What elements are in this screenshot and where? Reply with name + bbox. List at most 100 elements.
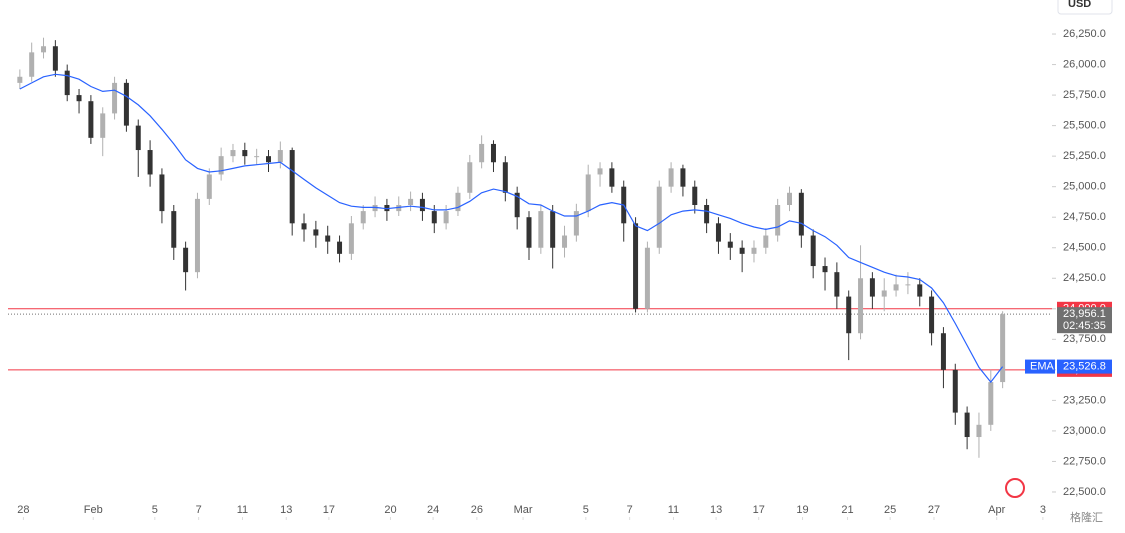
candle-body <box>289 150 295 224</box>
x-tick-label: 17 <box>323 504 335 516</box>
candle-body <box>881 290 887 297</box>
candle-body <box>798 192 804 236</box>
candle-body <box>313 229 319 236</box>
candle-body <box>41 46 47 53</box>
x-tick-label: 5 <box>583 504 589 516</box>
candle-body <box>976 424 982 438</box>
candle-body <box>810 235 816 267</box>
candle-body <box>230 150 236 157</box>
y-tick-label: 24,750.0 <box>1063 211 1106 223</box>
plot: 22,500.022,750.023,000.023,250.023,500.0… <box>8 28 1112 520</box>
candle-body <box>822 266 828 273</box>
candle-body <box>917 284 923 297</box>
candle-body <box>479 143 485 163</box>
candle-body <box>1000 314 1006 383</box>
ema-name-box <box>1025 359 1055 374</box>
candle-body <box>562 235 568 248</box>
candle-body <box>147 150 153 175</box>
candle-body <box>929 296 935 334</box>
candle-body <box>171 211 177 248</box>
candle-body <box>372 204 378 212</box>
y-tick-label: 22,500.0 <box>1063 486 1106 498</box>
y-tick-label: 23,750.0 <box>1063 333 1106 345</box>
candle-body <box>526 217 532 248</box>
candle-body <box>218 156 224 175</box>
y-tick-label: 25,250.0 <box>1063 150 1106 162</box>
candle-body <box>869 278 875 297</box>
candle-body <box>419 198 425 212</box>
candle-body <box>301 223 307 230</box>
ema-label: 23,526.8 <box>1063 360 1106 372</box>
candle-body <box>123 82 129 126</box>
candle-body <box>550 211 556 248</box>
candle-body <box>668 168 674 187</box>
candle-body <box>17 76 23 83</box>
ema-label-box <box>1057 359 1112 374</box>
y-tick-label: 25,500.0 <box>1063 120 1106 132</box>
candle-body <box>514 192 520 218</box>
x-tick-label: Feb <box>84 504 103 516</box>
candle-body <box>325 235 331 242</box>
candle-body <box>159 174 165 212</box>
candle-body <box>751 247 757 254</box>
x-tick-label: 11 <box>237 504 248 516</box>
candle-body <box>206 174 212 199</box>
x-tick-label: 5 <box>152 504 158 516</box>
x-tick-label: 25 <box>884 504 896 516</box>
candle-body <box>964 412 970 438</box>
x-tick-label: 7 <box>627 504 633 516</box>
candle-body <box>834 272 840 297</box>
candle-body <box>277 150 283 163</box>
candle-body <box>266 156 271 163</box>
y-tick-label: 23,000.0 <box>1063 425 1106 437</box>
candle-body <box>846 296 852 334</box>
x-tick-label: 17 <box>753 504 765 516</box>
candle-body <box>715 223 721 242</box>
candle-body <box>64 70 70 96</box>
watermark: 格隆汇 <box>1070 510 1103 524</box>
candle-body <box>704 204 710 224</box>
candle-body <box>633 223 639 309</box>
candle-body <box>183 247 189 273</box>
candle-body <box>408 198 414 205</box>
candle-body <box>775 204 781 236</box>
x-tick-label: 28 <box>17 504 29 516</box>
candle-body <box>396 204 402 212</box>
x-tick-label: 19 <box>796 504 808 516</box>
y-tick-label: 26,250.0 <box>1063 28 1106 40</box>
candle-body <box>384 204 390 212</box>
x-tick-label: 24 <box>427 504 439 516</box>
candle-body <box>692 186 698 205</box>
candle-body <box>431 211 437 224</box>
candle-body <box>905 284 911 286</box>
countdown: 02:45:35 <box>1063 320 1106 332</box>
x-tick-label: 13 <box>710 504 722 516</box>
x-tick-label: Apr <box>988 504 1005 516</box>
candle-body <box>52 46 58 71</box>
candle-body <box>893 284 899 291</box>
candle-body <box>858 278 864 334</box>
x-tick-label: 7 <box>196 504 202 516</box>
candle-body <box>940 333 946 370</box>
candle-body <box>100 113 106 138</box>
y-tick-label: 24,500.0 <box>1063 242 1106 254</box>
x-tick-label: 26 <box>471 504 483 516</box>
candle-body <box>348 223 354 254</box>
candle-body <box>597 168 603 175</box>
candle-body <box>88 101 94 138</box>
candle-body <box>739 247 745 254</box>
candle-body <box>656 186 662 248</box>
candle-body <box>254 156 260 158</box>
candle-body <box>952 369 958 413</box>
y-tick-label: 25,000.0 <box>1063 181 1106 193</box>
candle-body <box>76 95 82 102</box>
y-tick-label: 23,250.0 <box>1063 394 1106 406</box>
candle-body <box>988 382 994 425</box>
candle-body <box>787 192 792 205</box>
candle-body <box>727 241 733 248</box>
y-tick-label: 22,750.0 <box>1063 455 1106 467</box>
candle-body <box>360 211 366 224</box>
y-tick-label: 26,000.0 <box>1063 58 1106 70</box>
x-tick-label: 27 <box>928 504 940 516</box>
